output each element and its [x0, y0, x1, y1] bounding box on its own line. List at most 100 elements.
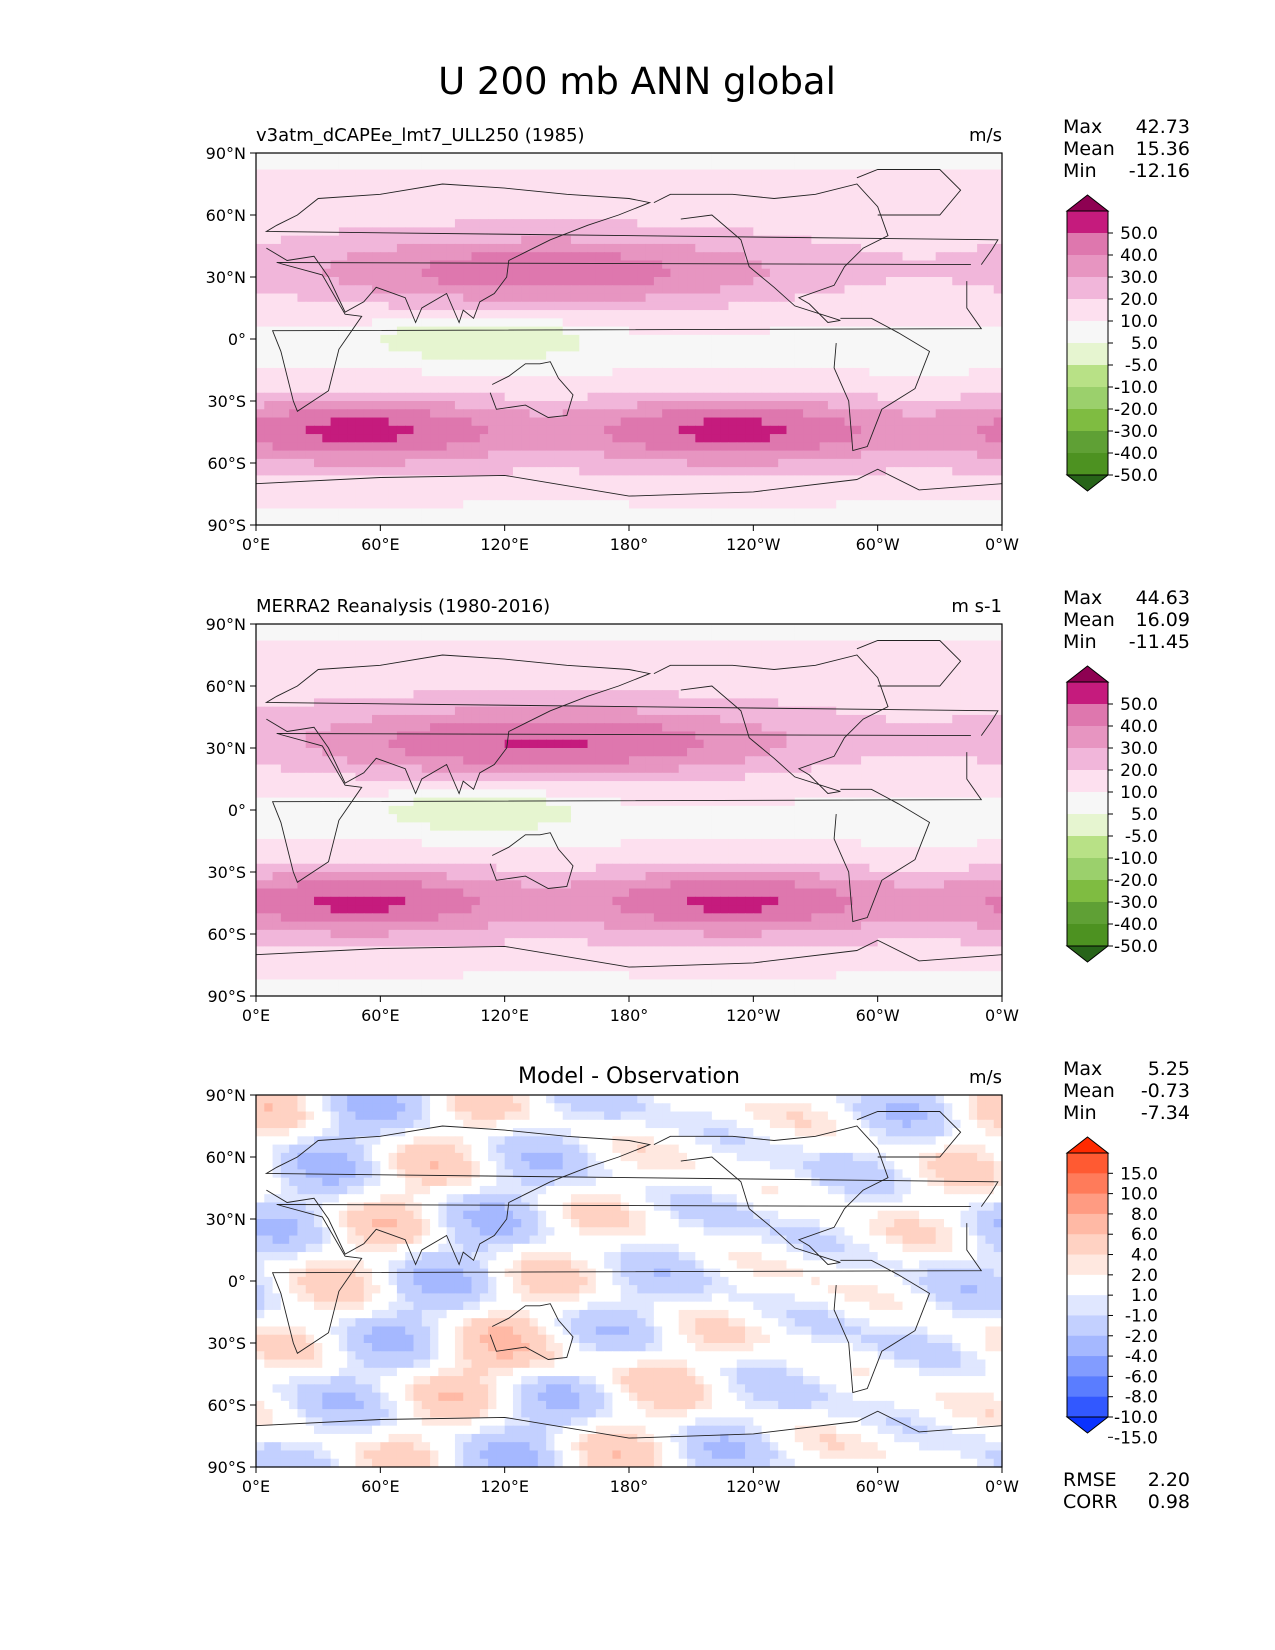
map-cell: [372, 376, 381, 386]
map-cell: [736, 177, 746, 187]
map-cell: [446, 367, 456, 377]
map-cell: [745, 392, 754, 402]
map-cell: [935, 252, 945, 262]
map-cell: [844, 483, 854, 493]
map-cell: [637, 384, 647, 394]
map-cell: [877, 516, 887, 526]
map-cell: [579, 293, 589, 303]
map-cell: [488, 318, 497, 328]
map-cell: [844, 417, 854, 427]
map-cell: [579, 219, 589, 228]
map-cell: [546, 458, 555, 468]
map-cell: [512, 318, 522, 328]
map-cell: [620, 243, 630, 253]
map-cell: [761, 268, 771, 278]
map-cell: [463, 235, 473, 245]
map-cell: [678, 417, 688, 427]
coastline: [264, 183, 999, 324]
map-cell: [446, 235, 456, 245]
map-cell: [430, 409, 439, 419]
map-cell: [297, 442, 307, 452]
map-cell: [653, 632, 663, 642]
map-cell: [579, 648, 589, 658]
map-cell: [653, 285, 663, 295]
map-cell: [794, 376, 804, 386]
map-cell: [454, 425, 464, 435]
map-cell: [935, 467, 945, 476]
map-cell: [869, 326, 879, 336]
map-cell: [488, 500, 497, 510]
map-cell: [670, 384, 680, 394]
map-cell: [761, 665, 771, 675]
map-cell: [861, 318, 870, 328]
map-cell: [289, 450, 299, 460]
map-cell: [935, 401, 945, 410]
map-cell: [678, 458, 688, 468]
map-cell: [794, 318, 804, 328]
map-cell: [960, 392, 970, 402]
map-cell: [330, 202, 340, 212]
map-cell: [885, 334, 895, 344]
map-cell: [960, 401, 970, 410]
map-cell: [902, 260, 912, 270]
map-cell: [479, 310, 489, 319]
map-cell: [711, 409, 721, 419]
map-cell: [587, 268, 597, 278]
map-cell: [728, 310, 738, 319]
map-cell: [869, 252, 879, 262]
map-cell: [960, 516, 970, 526]
map-cell: [272, 648, 282, 658]
map-cell: [894, 640, 904, 650]
map-cell: [546, 640, 555, 650]
map-cell: [471, 640, 481, 650]
map-cell: [579, 698, 589, 708]
map-cell: [471, 351, 481, 361]
map-cell: [488, 351, 497, 361]
map-cell: [496, 326, 506, 336]
map-cell: [645, 153, 655, 162]
map-cell: [836, 293, 846, 303]
map-cell: [927, 458, 937, 468]
map-cell: [612, 425, 622, 435]
map-cell: [413, 500, 423, 510]
map-cell: [836, 690, 846, 699]
map-cell: [993, 219, 1003, 228]
colorbar-label: 50.0: [1120, 224, 1158, 244]
map-cell: [488, 665, 497, 675]
map-cell: [786, 665, 796, 675]
map-cell: [595, 632, 605, 642]
map-cell: [960, 367, 970, 377]
map-cell: [405, 624, 415, 633]
map-cell: [612, 384, 622, 394]
map-cell: [745, 277, 754, 286]
map-cell: [993, 318, 1003, 328]
map-cell: [869, 376, 879, 386]
map-cell: [678, 202, 688, 212]
map-cell: [264, 235, 274, 245]
map-cell: [711, 483, 721, 493]
map-cell: [620, 359, 630, 369]
map-cell: [720, 425, 730, 435]
map-cell: [579, 252, 589, 262]
map-cell: [604, 252, 614, 262]
map-cell: [347, 681, 357, 691]
map-cell: [968, 235, 978, 245]
map-cell: [877, 318, 887, 328]
map-cell: [256, 458, 265, 468]
map-cell: [280, 483, 290, 493]
map-cell: [902, 665, 912, 675]
map-cell: [819, 177, 829, 187]
map-cell: [753, 508, 763, 518]
map-cell: [968, 194, 978, 204]
map-cell: [537, 260, 547, 270]
map-cell: [612, 508, 622, 518]
map-cell: [827, 500, 837, 510]
map-cell: [695, 243, 705, 253]
map-cell: [943, 268, 953, 278]
map-cell: [338, 243, 348, 253]
map-cell: [869, 417, 879, 427]
map-cell: [396, 227, 406, 237]
map-cell: [894, 690, 904, 699]
map-cell: [363, 153, 373, 162]
map-cell: [256, 359, 265, 369]
